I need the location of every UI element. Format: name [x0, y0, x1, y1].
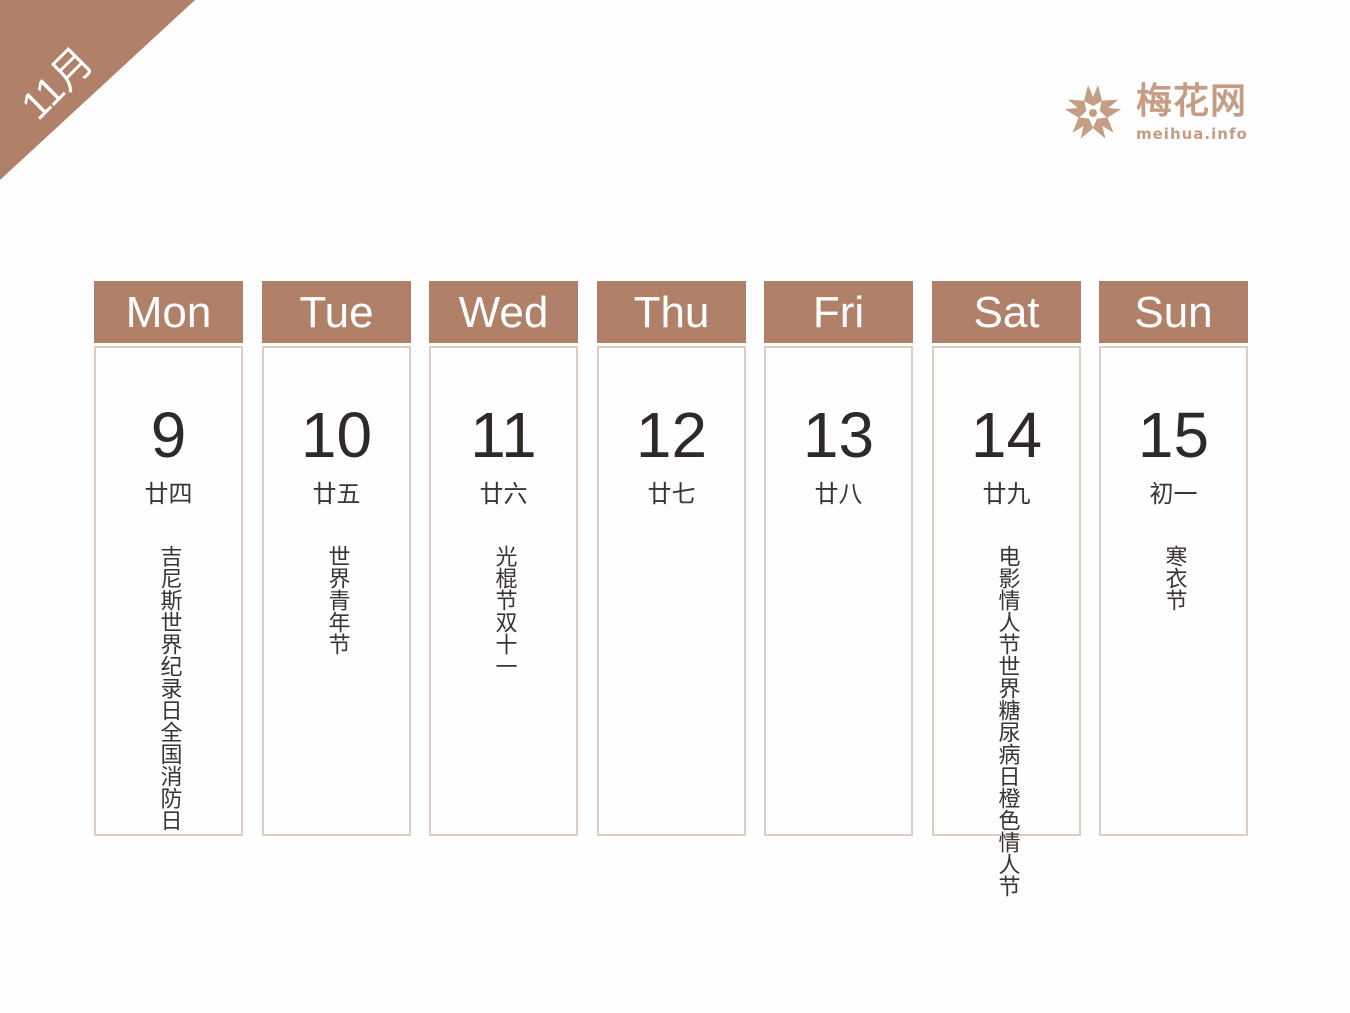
- festival-list: 电影情人节 世界糖尿病日 橙色情人节: [988, 545, 1026, 897]
- date-number: 10: [300, 399, 373, 471]
- date-number: 15: [1137, 399, 1210, 471]
- weekday-header: Sun: [1099, 281, 1248, 343]
- day-cell: 11 廿六 光棍节 双十一: [429, 346, 578, 836]
- festival-list: 光棍节 双十一: [485, 545, 523, 677]
- day-column: Sat 14 廿九 电影情人节 世界糖尿病日 橙色情人节: [932, 281, 1081, 897]
- weekday-header: Mon: [94, 281, 243, 343]
- festival-label: 吉尼斯世界纪录日: [156, 545, 182, 721]
- lunar-date: 廿九: [982, 480, 1031, 508]
- festival-label: 电影情人节: [994, 545, 1020, 655]
- logo-name: 梅花网: [1136, 81, 1248, 122]
- day-cell: 12 廿七: [597, 346, 746, 836]
- lunar-date: 初一: [1149, 480, 1198, 508]
- day-cell: 13 廿八: [764, 346, 913, 836]
- weekday-header: Thu: [597, 281, 746, 343]
- date-number: 11: [470, 399, 537, 471]
- lunar-date: 廿五: [312, 480, 361, 508]
- date-number: 12: [635, 399, 708, 471]
- day-column: Sun 15 初一 寒衣节: [1099, 281, 1248, 836]
- day-cell: 15 初一 寒衣节: [1099, 346, 1248, 836]
- weekday-header: Wed: [429, 281, 578, 343]
- logo-url: meihua.info: [1136, 125, 1248, 143]
- plum-flower-icon: [1063, 85, 1123, 141]
- day-column: Wed 11 廿六 光棍节 双十一: [429, 281, 578, 836]
- festival-label: 橙色情人节: [994, 787, 1020, 897]
- festival-list: 吉尼斯世界纪录日 全国消防日: [150, 545, 188, 831]
- festival-label: 世界青年节: [324, 545, 350, 655]
- day-cell: 9 廿四 吉尼斯世界纪录日 全国消防日: [94, 346, 243, 836]
- festival-list: 寒衣节: [1155, 545, 1193, 611]
- lunar-date: 廿八: [814, 480, 863, 508]
- lunar-date: 廿四: [144, 480, 193, 508]
- weekday-header: Sat: [932, 281, 1081, 343]
- festival-list: 世界青年节: [318, 545, 356, 655]
- month-corner-banner: [0, 0, 195, 180]
- day-column: Mon 9 廿四 吉尼斯世界纪录日 全国消防日: [94, 281, 243, 836]
- day-column: Thu 12 廿七: [597, 281, 746, 836]
- day-column: Tue 10 廿五 世界青年节: [262, 281, 411, 836]
- festival-label: 全国消防日: [156, 721, 182, 831]
- date-number: 14: [970, 399, 1043, 471]
- day-cell: 10 廿五 世界青年节: [262, 346, 411, 836]
- weekday-header: Tue: [262, 281, 411, 343]
- logo: 梅花网 meihua.info: [1058, 80, 1258, 150]
- festival-label: 世界糖尿病日: [994, 655, 1020, 787]
- lunar-date: 廿六: [479, 480, 528, 508]
- date-number: 13: [802, 399, 875, 471]
- day-cell: 14 廿九 电影情人节 世界糖尿病日 橙色情人节: [932, 346, 1081, 897]
- date-number: 9: [150, 399, 187, 471]
- festival-label: 双十一: [491, 611, 517, 677]
- day-column: Fri 13 廿八: [764, 281, 913, 836]
- festival-label: 光棍节: [491, 545, 517, 611]
- lunar-date: 廿七: [647, 480, 696, 508]
- weekday-header: Fri: [764, 281, 913, 343]
- festival-label: 寒衣节: [1161, 545, 1187, 611]
